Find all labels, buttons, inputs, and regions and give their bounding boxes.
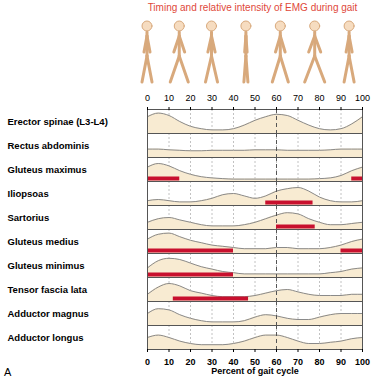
svg-text:0: 0 bbox=[145, 93, 150, 103]
svg-text:20: 20 bbox=[185, 357, 195, 367]
svg-text:Rectus abdominis: Rectus abdominis bbox=[8, 140, 90, 151]
svg-text:Adductor longus: Adductor longus bbox=[8, 332, 84, 343]
svg-text:Iliopsoas: Iliopsoas bbox=[8, 188, 49, 199]
svg-text:80: 80 bbox=[314, 357, 324, 367]
svg-text:Adductor magnus: Adductor magnus bbox=[8, 308, 89, 319]
html-text:A: A bbox=[4, 366, 12, 378]
svg-text:60: 60 bbox=[271, 93, 281, 103]
svg-text:90: 90 bbox=[336, 357, 346, 367]
svg-text:40: 40 bbox=[228, 93, 238, 103]
svg-text:Tensor fascia lata: Tensor fascia lata bbox=[8, 284, 88, 295]
svg-text:80: 80 bbox=[314, 93, 324, 103]
svg-text:40: 40 bbox=[228, 356, 239, 367]
svg-text:10: 10 bbox=[164, 93, 174, 103]
svg-text:30: 30 bbox=[207, 93, 217, 103]
svg-text:20: 20 bbox=[185, 93, 195, 103]
svg-text:50: 50 bbox=[250, 93, 260, 103]
svg-text:Gluteus medius: Gluteus medius bbox=[8, 236, 79, 247]
svg-text:0: 0 bbox=[145, 357, 150, 367]
svg-text:30: 30 bbox=[207, 356, 217, 367]
svg-text:70: 70 bbox=[293, 356, 303, 367]
svg-text:Sartorius: Sartorius bbox=[8, 212, 50, 223]
svg-text:Gluteus minimus: Gluteus minimus bbox=[8, 260, 85, 271]
svg-text:50: 50 bbox=[250, 356, 260, 367]
svg-text:10: 10 bbox=[164, 357, 174, 367]
html-text:Timing and relative intensity: Timing and relative intensity of EMG dur… bbox=[147, 2, 358, 13]
svg-text:100: 100 bbox=[355, 357, 370, 367]
svg-text:100: 100 bbox=[355, 93, 370, 103]
svg-text:60: 60 bbox=[271, 356, 282, 367]
svg-text:Gluteus maximus: Gluteus maximus bbox=[8, 164, 87, 175]
svg-text:90: 90 bbox=[336, 93, 346, 103]
svg-text:Erector spinae (L3-L4): Erector spinae (L3-L4) bbox=[8, 116, 108, 127]
svg-text:Percent of gait cycle: Percent of gait cycle bbox=[211, 366, 299, 376]
svg-text:70: 70 bbox=[293, 93, 303, 103]
